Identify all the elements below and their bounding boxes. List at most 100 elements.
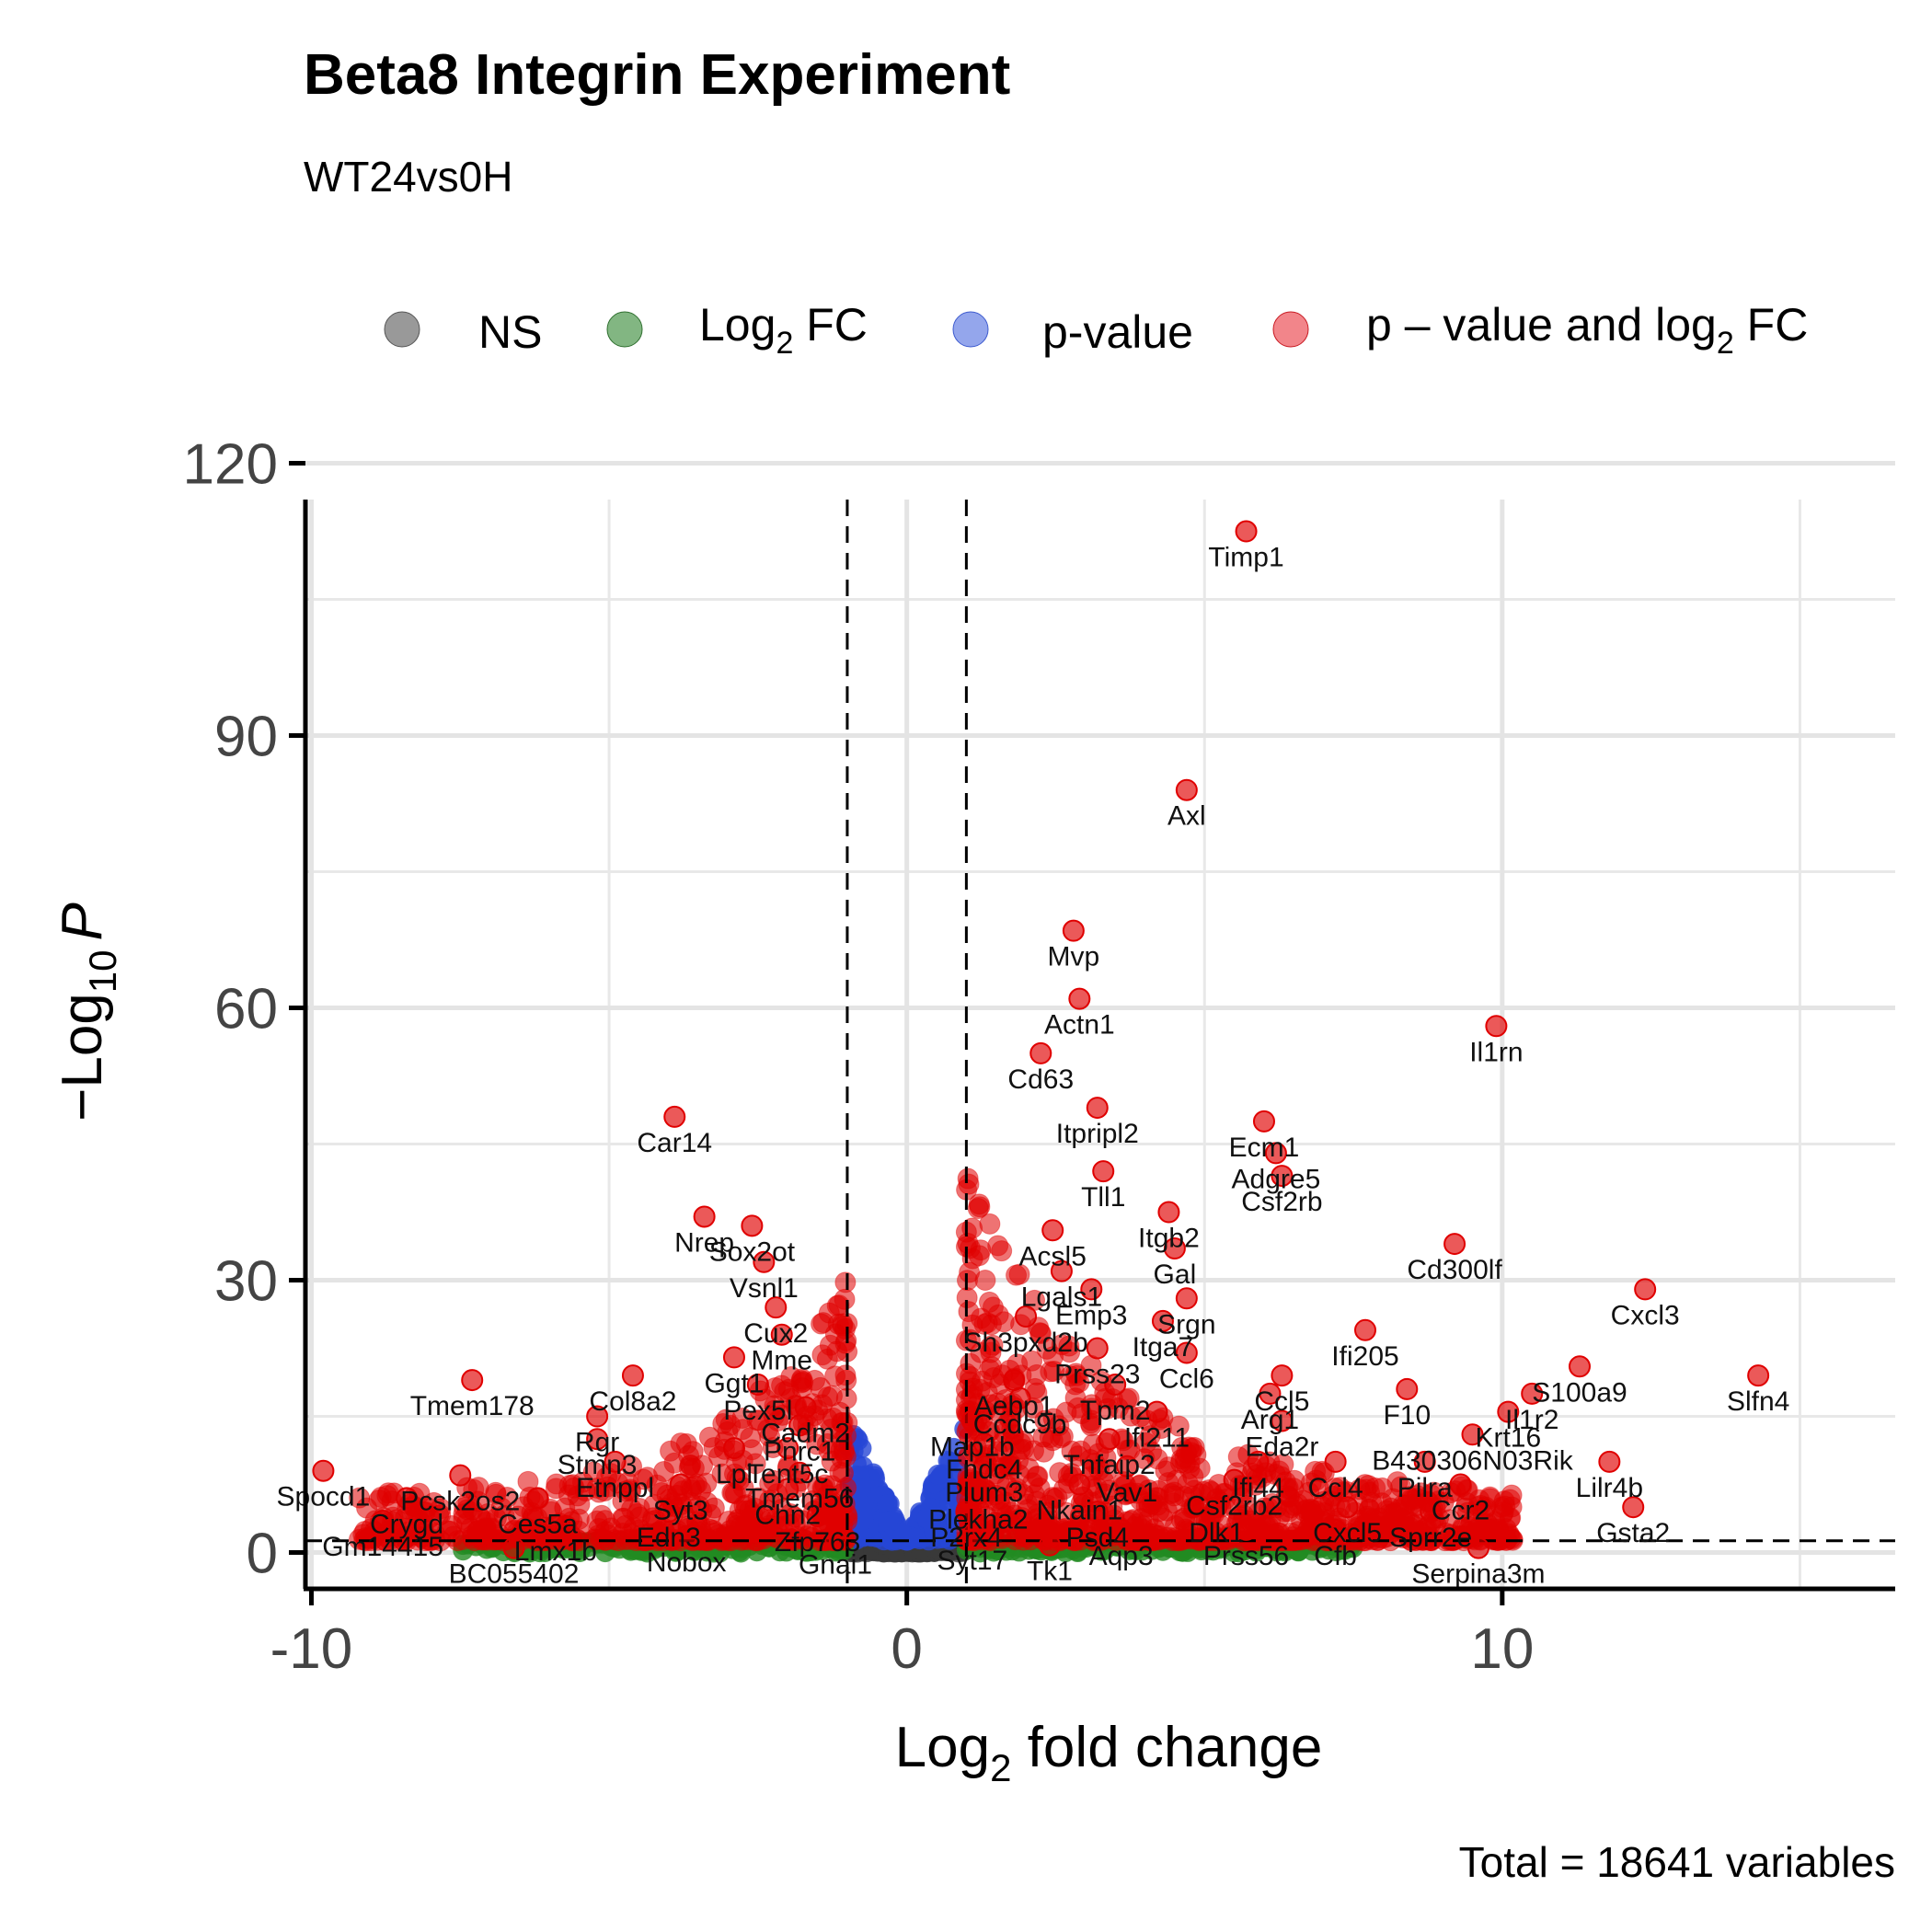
gene-label: Cux2: [743, 1318, 808, 1349]
gene-label: Nobox: [647, 1547, 727, 1578]
gene-label: Ccr2: [1432, 1496, 1489, 1526]
labeled-point: [1598, 1450, 1621, 1473]
y-tick-label: 30: [214, 1250, 278, 1314]
data-point: [974, 1270, 996, 1292]
labeled-point: [449, 1464, 472, 1487]
data-point: [987, 1235, 1009, 1257]
labeled-point: [1235, 520, 1258, 543]
labeled-point: [741, 1214, 764, 1237]
labeled-point: [312, 1459, 335, 1482]
data-point: [832, 1313, 854, 1335]
gene-label: Car14: [637, 1128, 712, 1158]
labeled-point: [663, 1105, 686, 1128]
gene-label: Syt17: [937, 1546, 1007, 1576]
data-point: [826, 1294, 848, 1317]
legend-key-log2fc: [606, 311, 643, 348]
labeled-point: [1354, 1318, 1376, 1341]
labeled-point: [526, 1487, 549, 1510]
labeled-point: [1175, 1287, 1198, 1310]
gene-label: Itgb2: [1138, 1224, 1200, 1254]
labeled-point: [1568, 1355, 1591, 1378]
labeled-point: [1003, 1369, 1026, 1392]
legend-label-log2fc: Log2 FC: [699, 299, 868, 361]
gene-label: Lilr4b: [1576, 1473, 1643, 1503]
data-point: [854, 1494, 875, 1515]
gene-label: Csf2rb: [1241, 1187, 1322, 1217]
labeled-point: [794, 1396, 817, 1419]
gene-label: Ifi211: [1124, 1423, 1190, 1454]
legend-key-p-value: [952, 311, 989, 348]
data-point: [698, 1426, 720, 1448]
gene-label: Sh3pxd2b: [964, 1328, 1088, 1358]
data-point: [957, 1167, 979, 1190]
data-point: [904, 1527, 926, 1548]
labeled-point: [1443, 1233, 1466, 1256]
gene-label: B430306N03Rik: [1372, 1445, 1573, 1476]
legend-label-p-value: p-value: [1042, 306, 1193, 358]
gene-label: Col8a2: [589, 1386, 676, 1417]
gene-label: Plum3: [945, 1478, 1023, 1508]
gene-label: Prss56: [1203, 1541, 1289, 1571]
gene-label: Gnai1: [799, 1550, 872, 1581]
gene-label: Serpina3m: [1411, 1559, 1545, 1590]
labeled-point: [1449, 1473, 1472, 1496]
labeled-point: [1485, 1015, 1508, 1038]
gene-label: Gm14415: [322, 1532, 443, 1562]
gene-label: Mvp: [1048, 942, 1100, 972]
data-point: [916, 1508, 937, 1529]
gene-label: Gsta2: [1596, 1518, 1670, 1548]
gene-label: Tmem178: [410, 1391, 535, 1421]
gene-label: Acsl5: [1019, 1241, 1087, 1271]
data-point: [670, 1432, 692, 1455]
data-point: [692, 1455, 714, 1477]
gene-label: Tnfaip2: [1064, 1450, 1156, 1480]
gene-label: Itpripl2: [1056, 1119, 1139, 1149]
labeled-point: [621, 1364, 644, 1387]
gene-label: Cd63: [1007, 1064, 1074, 1095]
chart-title: Beta8 Integrin Experiment: [304, 43, 1010, 107]
legend-label-ns: NS: [478, 306, 542, 358]
gene-label: Ecm1: [1229, 1133, 1300, 1163]
gene-label: F10: [1383, 1400, 1431, 1431]
labeled-point: [693, 1205, 716, 1228]
data-point: [717, 1525, 739, 1547]
labeled-point: [1252, 1110, 1275, 1133]
gene-label: Cxcl3: [1611, 1300, 1680, 1330]
gene-label: Timp1: [1208, 543, 1283, 573]
gene-label: Tk1: [1027, 1557, 1073, 1587]
labeled-point: [722, 1437, 745, 1460]
data-point: [927, 1464, 949, 1485]
gene-label: Eda2r: [1245, 1432, 1318, 1462]
data-point: [834, 1271, 857, 1294]
labeled-point: [1271, 1364, 1294, 1387]
gene-label: Ccl4: [1308, 1473, 1363, 1503]
x-tick-label: 10: [1470, 1617, 1534, 1681]
gene-label: Gal: [1154, 1259, 1197, 1290]
labeled-point: [1324, 1450, 1347, 1473]
gene-label: Chn2: [754, 1500, 821, 1530]
x-axis-title: Log2 fold change: [895, 1716, 1323, 1789]
data-point: [826, 1340, 848, 1363]
labeled-point: [1041, 1219, 1064, 1242]
x-tick-label: 0: [891, 1617, 922, 1681]
data-point: [850, 1478, 871, 1499]
data-point: [880, 1529, 901, 1550]
data-point: [1174, 1453, 1196, 1475]
data-point: [968, 1245, 990, 1267]
gene-label: Cd300lf: [1407, 1255, 1502, 1285]
legend: NS Log2 FC p-value p – value and log2 FC: [384, 299, 1808, 361]
gene-label: Ces5a: [498, 1509, 578, 1539]
gene-label: Vsnl1: [730, 1273, 799, 1304]
data-point: [878, 1511, 899, 1532]
labeled-point: [669, 1473, 692, 1496]
gene-label: Ifi205: [1331, 1341, 1398, 1372]
x-tick-label: -10: [270, 1617, 353, 1681]
gene-label: Csf2rb2: [1186, 1491, 1282, 1522]
data-point: [1026, 1466, 1048, 1488]
labeled-point: [1175, 778, 1198, 801]
data-point: [791, 1377, 813, 1399]
labeled-point: [1029, 1041, 1052, 1064]
data-point: [940, 1512, 961, 1534]
gene-label: Slfn4: [1727, 1386, 1789, 1417]
gene-label: Itga7: [1133, 1332, 1194, 1363]
